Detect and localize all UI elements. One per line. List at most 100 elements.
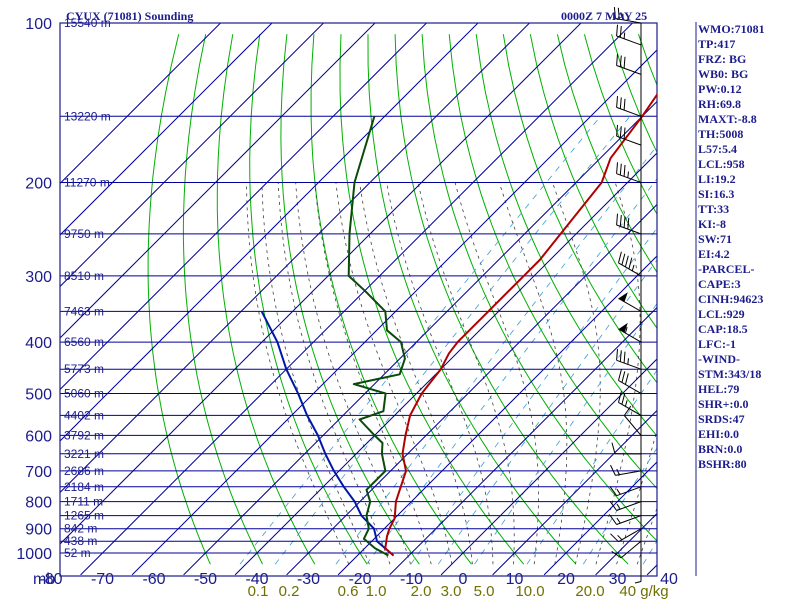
isotherm-line (80, 23, 634, 576)
wind-feather (618, 369, 622, 381)
height-label: 3221 m (64, 447, 104, 461)
mixing-ratio-line (335, 145, 657, 565)
mixing-ratio-label: 0.1 (248, 583, 269, 600)
index-item: EI:4.2 (698, 247, 730, 261)
isotherm-line (389, 306, 657, 576)
height-label: 8510 m (64, 269, 104, 283)
wind-feather (623, 216, 626, 228)
pressure-tick-label: 600 (25, 428, 52, 445)
dry-adiabat-line (147, 34, 211, 565)
wind-feather (616, 162, 618, 174)
dry-adiabat-line (216, 34, 316, 565)
index-item: BSHR:80 (698, 457, 747, 471)
pressure-tick-label: 200 (25, 176, 52, 193)
wind-feather (623, 351, 626, 364)
index-item: LI:19.2 (698, 172, 736, 186)
moist-adiabat-line (314, 182, 432, 565)
wind-barb (618, 528, 642, 543)
wind-feather (623, 405, 632, 416)
dry-adiabat-line (556, 34, 657, 274)
mixing-ratio-label: 2.0 (411, 583, 432, 600)
height-label: 11270 m (64, 176, 110, 190)
index-item: SW:71 (698, 232, 733, 246)
height-label: 52 m (64, 546, 91, 560)
wind-half-feather (623, 32, 626, 39)
pressure-tick-label: 400 (25, 335, 52, 352)
isotherm-line (60, 23, 376, 339)
dry-adiabat-line (249, 34, 368, 565)
isotherm-line (234, 152, 657, 576)
wind-feather (619, 163, 622, 176)
dry-adiabat-line (310, 34, 472, 565)
wind-feather (616, 348, 618, 361)
wind-feather (619, 214, 622, 227)
wind-half-feather (622, 13, 624, 20)
index-item: MAXT:-8.8 (698, 112, 757, 126)
moist-adiabat-line (552, 182, 601, 565)
dry-adiabat-line (529, 34, 657, 330)
wind-feather (621, 253, 626, 266)
isotherm-line (60, 23, 222, 185)
dry-adiabat-line (421, 34, 657, 542)
temperature-tick-label: -40 (245, 571, 268, 588)
wind-half-feather (617, 534, 623, 541)
wind-feather (627, 217, 630, 230)
dry-adiabat-line (448, 34, 657, 490)
wind-feather (616, 124, 618, 137)
wind-half-feather (616, 517, 621, 524)
wind-feather (628, 257, 633, 270)
index-item: SHR+:0.0 (698, 397, 749, 411)
temperature-tick-label: -20 (348, 571, 371, 588)
temperature-tick-label: -80 (39, 571, 62, 588)
index-item: LCL:929 (698, 307, 745, 321)
wind-feather (623, 98, 626, 111)
wind-feather (621, 393, 626, 405)
wind-feather (624, 255, 629, 268)
height-label: 7463 m (64, 304, 104, 318)
mixing-ratio-line (366, 178, 657, 565)
index-item: TP:417 (698, 37, 736, 51)
wind-feather (616, 213, 618, 226)
mixing-ratio-label: 1.0 (366, 583, 387, 600)
isobars (60, 22, 657, 554)
wind-barb (620, 540, 642, 559)
index-item: RH:69.8 (698, 97, 741, 111)
wind-barb (616, 135, 642, 146)
mixing-ratio-label: 40 g/kg (619, 583, 668, 600)
index-item: STM:343/18 (698, 367, 762, 381)
wind-barb (616, 515, 642, 525)
moist-adiabat-line (636, 506, 657, 565)
isotherm-line (543, 461, 657, 576)
isotherm-line (60, 23, 273, 236)
wind-barb (616, 173, 642, 184)
isotherm-line (60, 23, 531, 494)
isotherm-line (60, 23, 325, 288)
index-item: CAPE:3 (698, 277, 741, 291)
wind-barb (616, 486, 642, 497)
wind-feather (611, 550, 622, 559)
dewpoint-trace (347, 116, 406, 557)
wind-half-feather (631, 264, 635, 272)
wind-barb (615, 470, 642, 476)
index-item: TT:33 (698, 202, 730, 216)
temperature-tick-label: 30 (609, 571, 627, 588)
pressure-tick-label: 700 (25, 464, 52, 481)
wind-half-feather (624, 326, 628, 334)
wind-feather (619, 26, 622, 38)
index-item: HEL:79 (698, 382, 740, 396)
wind-feather (611, 442, 616, 454)
wind-feather (616, 96, 618, 108)
height-label: 1265 m (64, 509, 104, 523)
wind-feather (616, 24, 618, 37)
wind-feather (619, 55, 622, 67)
dry-adiabat-line (502, 34, 657, 384)
height-label: 6560 m (64, 335, 104, 349)
temperature-tick-label: 20 (557, 571, 575, 588)
index-item: FRZ: BG (698, 52, 747, 66)
dry-adiabat-line (182, 34, 264, 565)
mixing-ratio-label: 0.2 (279, 583, 300, 600)
moist-adiabat-line (246, 182, 350, 565)
height-label: 842 m (64, 522, 97, 536)
pressure-tick-label: 1000 (16, 546, 52, 563)
